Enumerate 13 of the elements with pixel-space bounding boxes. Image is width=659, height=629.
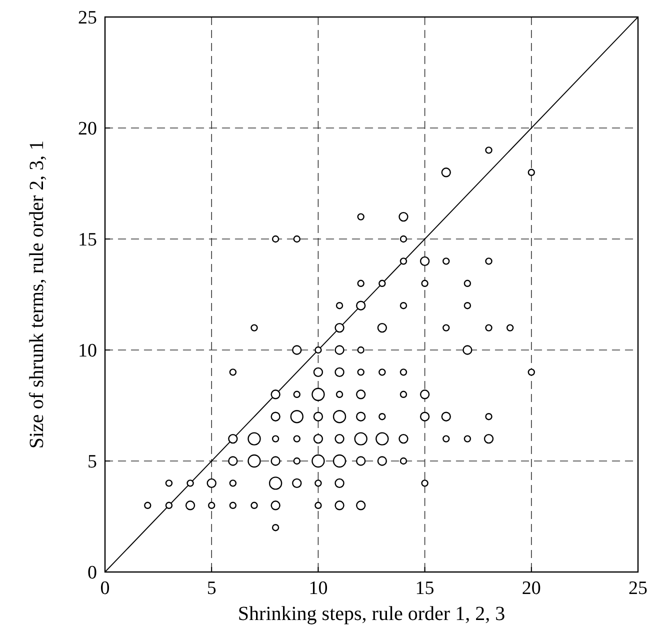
x-tick-label: 25 (628, 578, 648, 599)
y-axis-title: Size of shrunk terms, rule order 2, 3, 1 (26, 140, 48, 449)
y-tick-label: 20 (78, 118, 97, 140)
x-tick-label: 5 (206, 578, 216, 599)
y-tick-label: 15 (78, 230, 97, 251)
x-tick-label: 15 (415, 578, 434, 599)
y-tick-label: 0 (88, 562, 97, 584)
y-tick-label: 10 (78, 340, 97, 362)
y-tick-label: 25 (78, 8, 97, 29)
x-tick-label: 20 (522, 578, 541, 599)
x-axis-title: Shrinking steps, rule order 1, 2, 3 (238, 603, 506, 625)
x-tick-label: 10 (308, 578, 328, 599)
y-tick-label: 5 (88, 452, 97, 473)
